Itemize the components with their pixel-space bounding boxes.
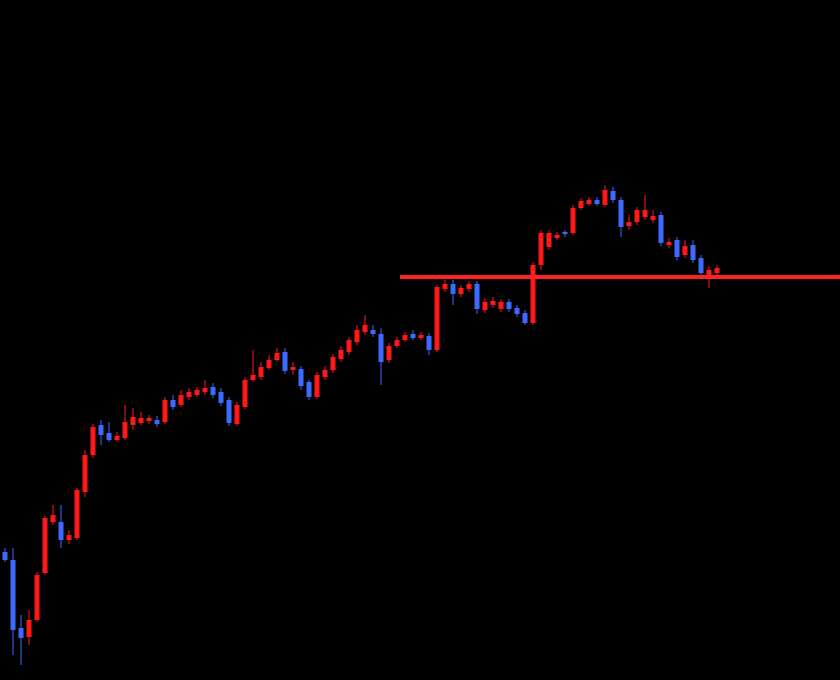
candle-body: [498, 302, 504, 309]
candle-body: [242, 380, 248, 407]
candle-body: [570, 208, 576, 233]
candle-body: [458, 288, 464, 294]
candle-body: [130, 417, 136, 425]
candle-body: [50, 515, 56, 522]
candle-body: [642, 210, 648, 217]
candle-body: [34, 575, 40, 620]
candle-body: [402, 335, 408, 340]
candle-body: [562, 232, 568, 234]
candle-body: [234, 405, 240, 424]
candle-body: [674, 240, 680, 257]
candle-body: [266, 360, 272, 368]
candle-body: [82, 455, 88, 492]
candle-body: [66, 535, 72, 540]
candle-body: [666, 242, 672, 245]
candle-body: [490, 301, 496, 305]
candle-body: [698, 258, 704, 273]
candle-body: [138, 418, 144, 423]
candle-body: [106, 433, 112, 440]
candle-body: [274, 353, 280, 360]
candle-body: [282, 352, 288, 371]
candle-body: [714, 268, 720, 273]
candle-body: [346, 340, 352, 352]
candle-body: [378, 334, 384, 362]
candle-body: [522, 313, 528, 323]
candle-body: [410, 334, 416, 338]
candle-body: [354, 330, 360, 342]
candle-body: [530, 265, 536, 323]
candle-body: [682, 246, 688, 255]
candle-body: [298, 369, 304, 386]
candle-body: [178, 395, 184, 405]
candle-body: [434, 287, 440, 350]
candle-body: [226, 400, 232, 423]
candle-body: [650, 216, 656, 220]
candle-body: [706, 270, 712, 275]
candle-body: [218, 392, 224, 403]
candle-body: [10, 560, 16, 630]
candle-body: [386, 346, 392, 360]
candle-body: [42, 518, 48, 573]
candle-body: [290, 367, 296, 370]
candle-body: [450, 284, 456, 294]
candle-body: [658, 215, 664, 243]
candle-body: [618, 200, 624, 227]
candle-body: [194, 390, 200, 395]
candle-body: [418, 335, 424, 338]
candle-body: [306, 382, 312, 397]
candle-body: [586, 200, 592, 204]
candle-body: [466, 284, 472, 289]
candle-body: [74, 490, 80, 538]
candle-body: [114, 436, 120, 440]
candle-body: [442, 284, 448, 289]
candle-body: [626, 222, 632, 226]
candle-body: [186, 392, 192, 397]
candle-body: [162, 400, 168, 422]
candle-body: [258, 367, 264, 377]
candle-body: [58, 522, 64, 540]
candle-body: [426, 336, 432, 350]
candle-body: [330, 357, 336, 370]
candle-body: [154, 420, 160, 424]
candle-body: [370, 330, 376, 334]
candle-body: [634, 210, 640, 222]
candle-body: [506, 302, 512, 309]
candle-body: [314, 375, 320, 397]
candle-body: [18, 628, 24, 638]
candle-body: [250, 375, 256, 380]
candle-body: [602, 190, 608, 205]
candle-body: [202, 388, 208, 392]
candle-body: [2, 552, 8, 560]
candle-body: [26, 620, 32, 637]
candle-body: [122, 422, 128, 438]
candle-body: [610, 191, 616, 200]
candle-body: [514, 308, 520, 314]
candle-body: [210, 387, 216, 395]
candle-body: [554, 235, 560, 238]
candle-body: [98, 425, 104, 435]
candle-body: [578, 201, 584, 208]
candle-body: [594, 200, 600, 204]
candle-body: [394, 340, 400, 346]
candle-body: [474, 284, 480, 309]
candle-body: [690, 245, 696, 260]
candle-body: [538, 233, 544, 265]
candle-body: [482, 302, 488, 310]
candle-body: [362, 325, 368, 332]
candle-body: [546, 233, 552, 247]
candle-body: [322, 370, 328, 377]
candle-body: [170, 400, 176, 407]
candle-body: [146, 418, 152, 421]
candle-body: [90, 427, 96, 455]
candle-body: [338, 350, 344, 359]
